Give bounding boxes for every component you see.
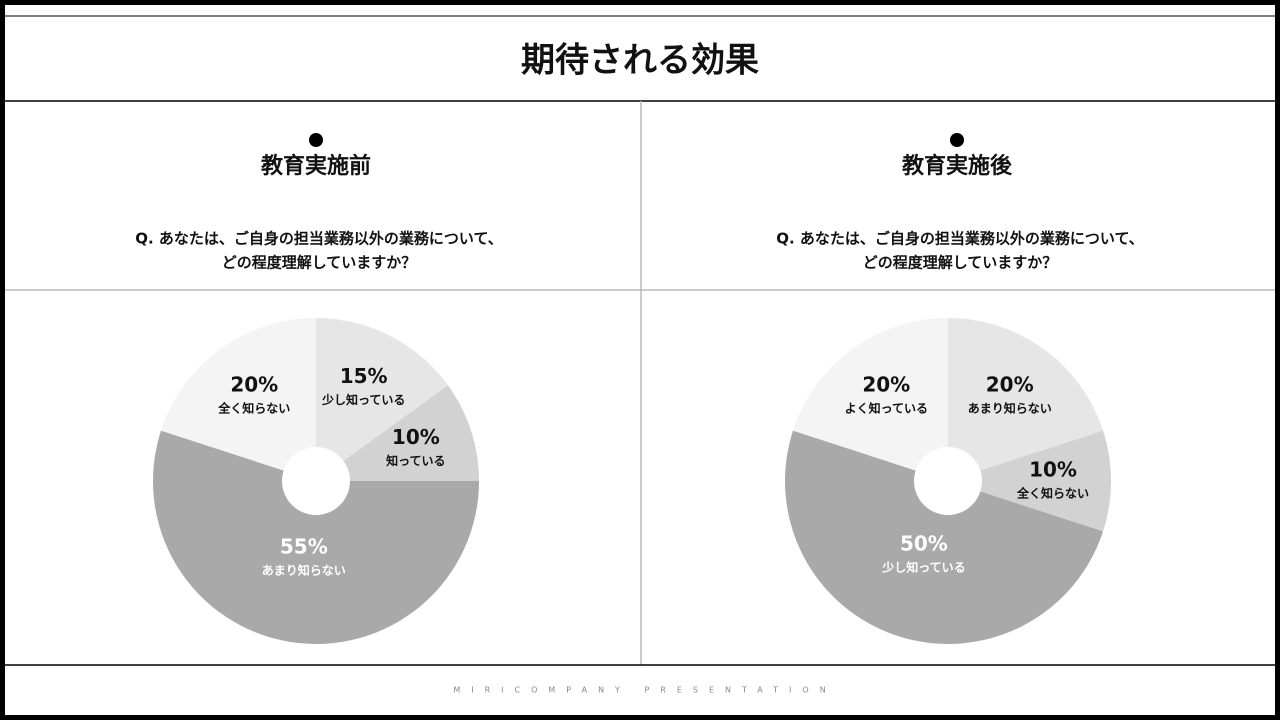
slice-value-label: 50% <box>900 532 948 556</box>
slice-category-label: 少し知っている <box>321 392 405 407</box>
pie-slice <box>948 318 1104 481</box>
slice-category-label: 知っている <box>385 453 445 468</box>
slice-value-label: 55% <box>280 535 328 559</box>
chart-title: 教育実施後 <box>902 153 1013 179</box>
pie-slice <box>792 318 948 481</box>
slice-value-label: 10% <box>392 425 440 449</box>
pie-slice <box>948 430 1111 532</box>
slice-category-label: 全く知らない <box>1016 486 1089 501</box>
bullet <box>950 133 964 147</box>
slice-value-label: 10% <box>1029 458 1077 482</box>
slice-value-label: 20% <box>862 373 910 397</box>
slice-category-label: よく知っている <box>845 401 928 416</box>
slice-value-label: 20% <box>230 373 278 397</box>
pie-slice <box>316 318 448 481</box>
pie-slice <box>316 385 479 481</box>
pie-slice <box>160 318 316 481</box>
question: Q. あなたは、ご自身の担当業務以外の業務について、 <box>135 230 502 248</box>
chart-title: 教育実施前 <box>261 153 371 179</box>
slice-category-label: あまり知らない <box>968 401 1052 416</box>
question: Q. あなたは、ご自身の担当業務以外の業務について、 <box>776 230 1143 248</box>
canvas <box>5 5 1275 715</box>
slice-category-label: 全く知らない <box>217 401 290 416</box>
slice-category-label: 少し知っている <box>881 560 965 575</box>
footer: MIRICOMPANY PRESENTATION <box>453 686 836 695</box>
bullet <box>309 133 323 147</box>
question: どの程度理解していますか？ <box>222 254 417 272</box>
donut-hole <box>914 447 982 515</box>
slice-category-label: あまり知らない <box>262 563 346 578</box>
pie-slice <box>785 430 1104 644</box>
question: どの程度理解していますか？ <box>863 254 1058 272</box>
donut-hole <box>282 447 350 515</box>
pie-slice <box>152 430 479 644</box>
slice-value-label: 20% <box>986 373 1034 397</box>
slice-value-label: 15% <box>340 364 388 388</box>
page-title: 期待される効果 <box>521 41 759 81</box>
